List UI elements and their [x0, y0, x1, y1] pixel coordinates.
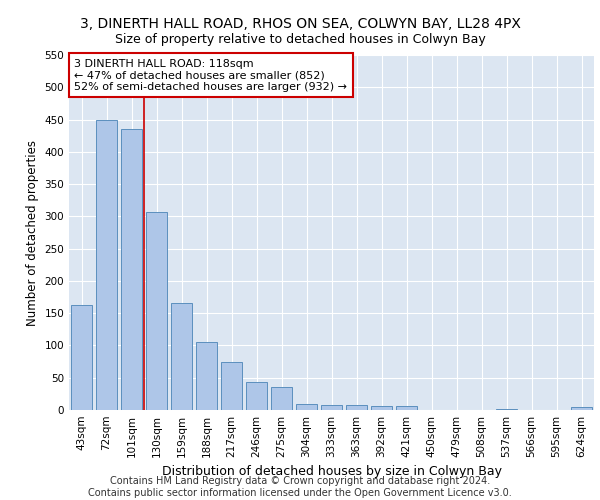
- Bar: [96, 120, 117, 410]
- Bar: [571, 408, 592, 410]
- Bar: [221, 362, 242, 410]
- Bar: [71, 305, 92, 410]
- Bar: [121, 129, 142, 410]
- X-axis label: Distribution of detached houses by size in Colwyn Bay: Distribution of detached houses by size …: [161, 466, 502, 478]
- Bar: [196, 342, 217, 410]
- Bar: [271, 388, 292, 410]
- Bar: [371, 406, 392, 410]
- Text: 3 DINERTH HALL ROAD: 118sqm
← 47% of detached houses are smaller (852)
52% of se: 3 DINERTH HALL ROAD: 118sqm ← 47% of det…: [74, 58, 347, 92]
- Bar: [396, 406, 417, 410]
- Bar: [496, 408, 517, 410]
- Text: Contains HM Land Registry data © Crown copyright and database right 2024.
Contai: Contains HM Land Registry data © Crown c…: [88, 476, 512, 498]
- Text: Size of property relative to detached houses in Colwyn Bay: Size of property relative to detached ho…: [115, 32, 485, 46]
- Text: 3, DINERTH HALL ROAD, RHOS ON SEA, COLWYN BAY, LL28 4PX: 3, DINERTH HALL ROAD, RHOS ON SEA, COLWY…: [80, 18, 520, 32]
- Bar: [346, 405, 367, 410]
- Bar: [321, 405, 342, 410]
- Y-axis label: Number of detached properties: Number of detached properties: [26, 140, 39, 326]
- Bar: [146, 212, 167, 410]
- Bar: [171, 303, 192, 410]
- Bar: [296, 404, 317, 410]
- Bar: [246, 382, 267, 410]
